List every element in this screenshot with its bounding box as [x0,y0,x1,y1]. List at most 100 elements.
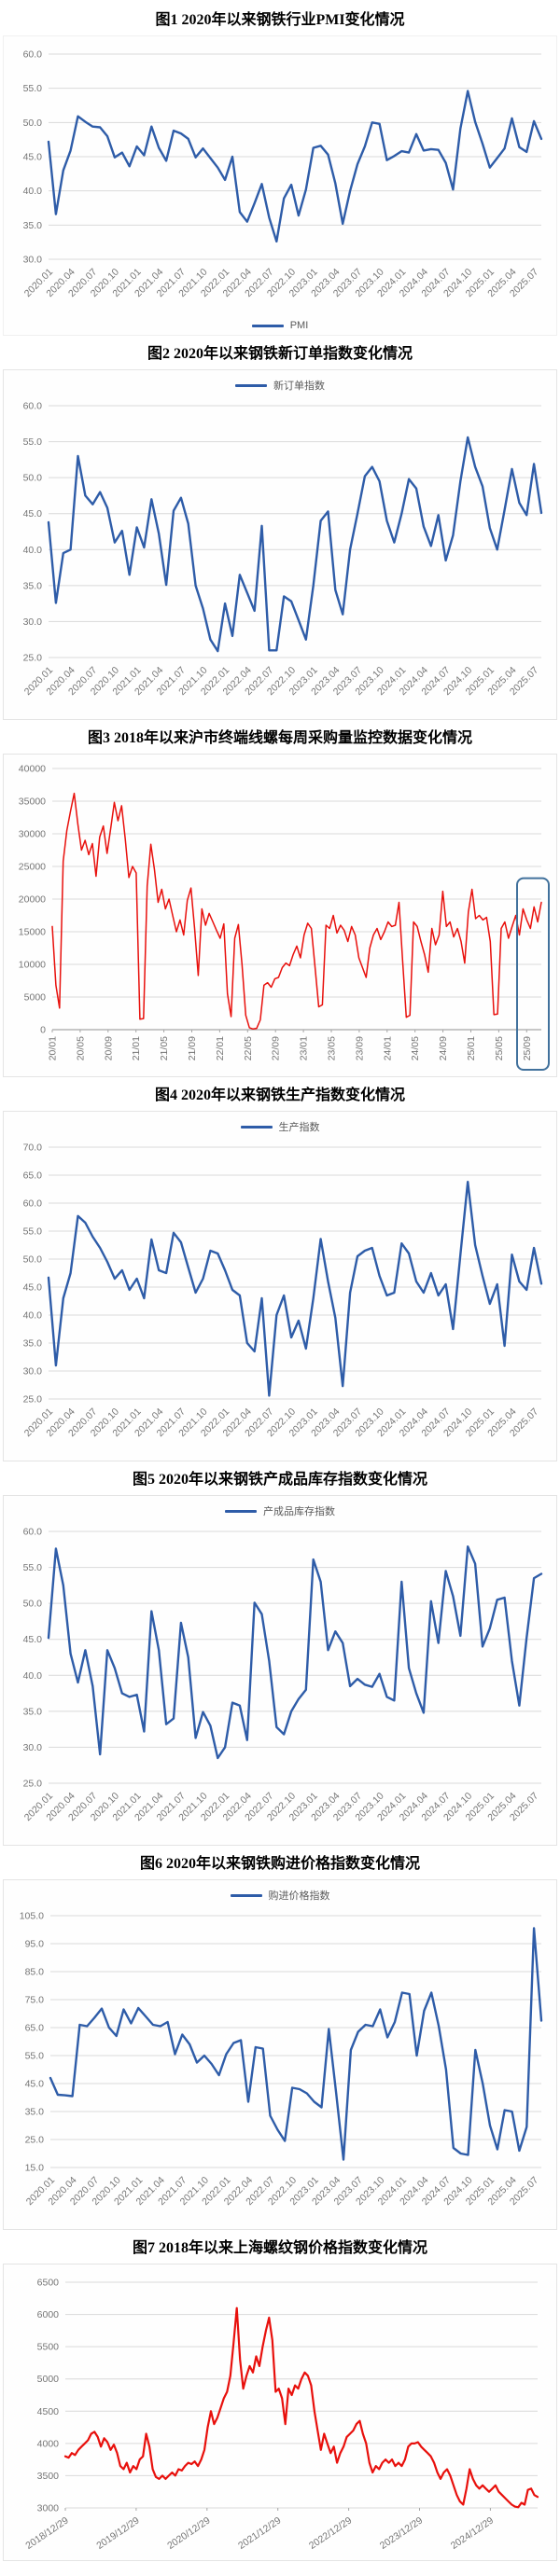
svg-text:35000: 35000 [19,796,46,808]
svg-text:30.0: 30.0 [23,1742,43,1753]
svg-text:30.0: 30.0 [23,255,43,266]
svg-text:20/01: 20/01 [48,1036,59,1060]
svg-text:2020/12/29: 2020/12/29 [165,2514,212,2551]
svg-text:40.0: 40.0 [23,1670,43,1682]
chart7-box: 6500 6000 5500 5000 4500 4000 3500 3000 2018/12/… [3,2264,557,2561]
svg-text:25.0: 25.0 [23,1394,43,1406]
svg-text:50.0: 50.0 [23,473,43,484]
chart5-title: 图5 2020年以来钢铁产成品库存指数变化情况 [132,1472,427,1488]
svg-text:5000: 5000 [24,992,47,1004]
svg-text:15000: 15000 [19,927,46,938]
highlight-box [516,877,550,1071]
chart4-legend: 生产指数 [4,1115,556,1136]
chart1-box: 60.0 55.0 50.0 45.0 40.0 35.0 30.0 2020.01 2020.… [3,35,557,336]
svg-text:25/09: 25/09 [522,1036,533,1060]
svg-text:25.0: 25.0 [23,653,43,664]
svg-text:60.0: 60.0 [23,1527,43,1538]
legend-label: 新订单指数 [273,381,325,392]
chart1-legend: PMI [4,315,556,333]
svg-text:85.0: 85.0 [25,1967,45,1978]
svg-text:2023/12/29: 2023/12/29 [378,2514,425,2551]
svg-text:35.0: 35.0 [23,1706,43,1717]
svg-text:50.0: 50.0 [23,1254,43,1266]
svg-text:23/09: 23/09 [354,1036,365,1060]
svg-text:45.0: 45.0 [23,1282,43,1294]
svg-text:25/05: 25/05 [494,1036,505,1060]
svg-text:65.0: 65.0 [23,1170,43,1182]
svg-text:22/01: 22/01 [215,1036,226,1060]
purchase-price-line-chart: 105.0 95.0 85.0 75.0 65.0 55.0 45.0 35.0 25.0 15.… [20,1911,543,2208]
inventory-line-chart: 60.055.050.045.040.035.030.025.02020.012… [22,1527,543,1823]
svg-text:23/01: 23/01 [299,1036,310,1060]
svg-text:75.0: 75.0 [25,1995,45,2006]
chart1-title: 图1 2020年以来钢铁行业PMI变化情况 [155,12,405,28]
svg-text:10000: 10000 [19,960,46,971]
svg-text:6500: 6500 [37,2278,60,2289]
svg-text:0: 0 [40,1025,46,1036]
svg-text:2021/12/29: 2021/12/29 [236,2514,283,2551]
legend-line-marker [230,1893,262,1897]
svg-text:70.0: 70.0 [23,1143,43,1154]
svg-text:21/05: 21/05 [159,1036,170,1060]
svg-text:45.0: 45.0 [23,152,43,163]
svg-text:55.0: 55.0 [23,83,43,94]
svg-text:40.0: 40.0 [23,1310,43,1322]
svg-text:5000: 5000 [37,2374,60,2385]
legend-label: 生产指数 [278,1122,320,1133]
svg-text:15.0: 15.0 [25,2163,45,2174]
svg-text:24/01: 24/01 [382,1036,393,1060]
svg-text:50.0: 50.0 [23,118,43,129]
svg-text:5500: 5500 [37,2342,60,2353]
svg-text:55.0: 55.0 [25,2051,45,2062]
chart-section-inventory: 图5 2020年以来钢铁产成品库存指数变化情况 产成品库存指数 60.0 55.0… [0,1471,560,1846]
legend-line-marker [235,383,267,387]
new-orders-line-chart: 60.055.050.045.040.035.030.025.02020.012… [22,401,543,698]
svg-text:24/09: 24/09 [438,1036,449,1060]
svg-text:25/01: 25/01 [466,1036,477,1060]
chart2-title: 图2 2020年以来钢铁新订单指数变化情况 [147,346,413,362]
chart2-box: 新订单指数 60.0 55.0 50.0 45.0 40.0 35.0 30.0 25.0 20… [3,369,557,720]
svg-text:4500: 4500 [37,2406,60,2417]
svg-text:20/09: 20/09 [103,1036,114,1060]
svg-text:23/05: 23/05 [326,1036,337,1060]
svg-text:3500: 3500 [37,2471,60,2482]
chart6-box: 购进价格指数 105.0 95.0 85.0 75.0 65.0 55.0 45.0 35.0… [3,1879,557,2230]
svg-text:30000: 30000 [19,829,46,840]
svg-text:45.0: 45.0 [25,2079,45,2090]
legend-line-marker [251,324,284,327]
svg-text:35.0: 35.0 [23,220,43,231]
svg-text:20/05: 20/05 [75,1036,86,1060]
chart-section-production: 图4 2020年以来钢铁生产指数变化情况 生产指数 70.0 65.0 60.0 55… [0,1087,560,1461]
chart-section-rebar-price: 图7 2018年以来上海螺纹钢价格指数变化情况 6500 6000 5500 5000… [0,2239,560,2561]
legend-label: 产成品库存指数 [263,1506,335,1517]
chart4-box: 生产指数 70.0 65.0 60.0 55.0 50.0 45.0 40.0 35.0 30.… [3,1111,557,1461]
svg-text:24/05: 24/05 [410,1036,421,1060]
svg-text:2019/12/29: 2019/12/29 [94,2514,141,2551]
svg-text:55.0: 55.0 [23,1226,43,1238]
chart6-title: 图6 2020年以来钢铁购进价格指数变化情况 [139,1856,420,1872]
svg-text:22/09: 22/09 [271,1036,282,1060]
svg-text:25.0: 25.0 [23,1779,43,1790]
svg-text:45.0: 45.0 [23,508,43,519]
legend-label: PMI [289,320,309,331]
svg-text:21/01: 21/01 [131,1036,142,1060]
chart-section-weekly-procurement: 图3 2018年以来沪市终端线螺每周采购量监控数据变化情况 40000 35000… [0,729,560,1077]
chart-section-purchase-price: 图6 2020年以来钢铁购进价格指数变化情况 购进价格指数 105.0 95.0 8… [0,1855,560,2230]
legend-line-marker [225,1509,257,1513]
svg-text:22/05: 22/05 [243,1036,254,1060]
svg-text:30.0: 30.0 [23,1366,43,1378]
svg-text:60.0: 60.0 [23,49,43,61]
chart2-legend: 新订单指数 [4,373,556,395]
chart5-legend: 产成品库存指数 [4,1499,556,1520]
chart5-box: 产成品库存指数 60.0 55.0 50.0 45.0 40.0 35.0 30.0 25.0… [3,1495,557,1846]
svg-text:35.0: 35.0 [23,1338,43,1350]
svg-text:60.0: 60.0 [23,1198,43,1210]
svg-text:45.0: 45.0 [23,1634,43,1645]
weekly-procurement-line-chart: 40000 35000 30000 25000 20000 15000 10000 5000 0… [19,764,550,1071]
legend-line-marker [240,1125,273,1129]
svg-text:2018/12/29: 2018/12/29 [23,2514,70,2551]
chart7-title: 图7 2018年以来上海螺纹钢价格指数变化情况 [132,2240,427,2256]
svg-text:30.0: 30.0 [23,616,43,628]
svg-text:60.0: 60.0 [23,401,43,412]
